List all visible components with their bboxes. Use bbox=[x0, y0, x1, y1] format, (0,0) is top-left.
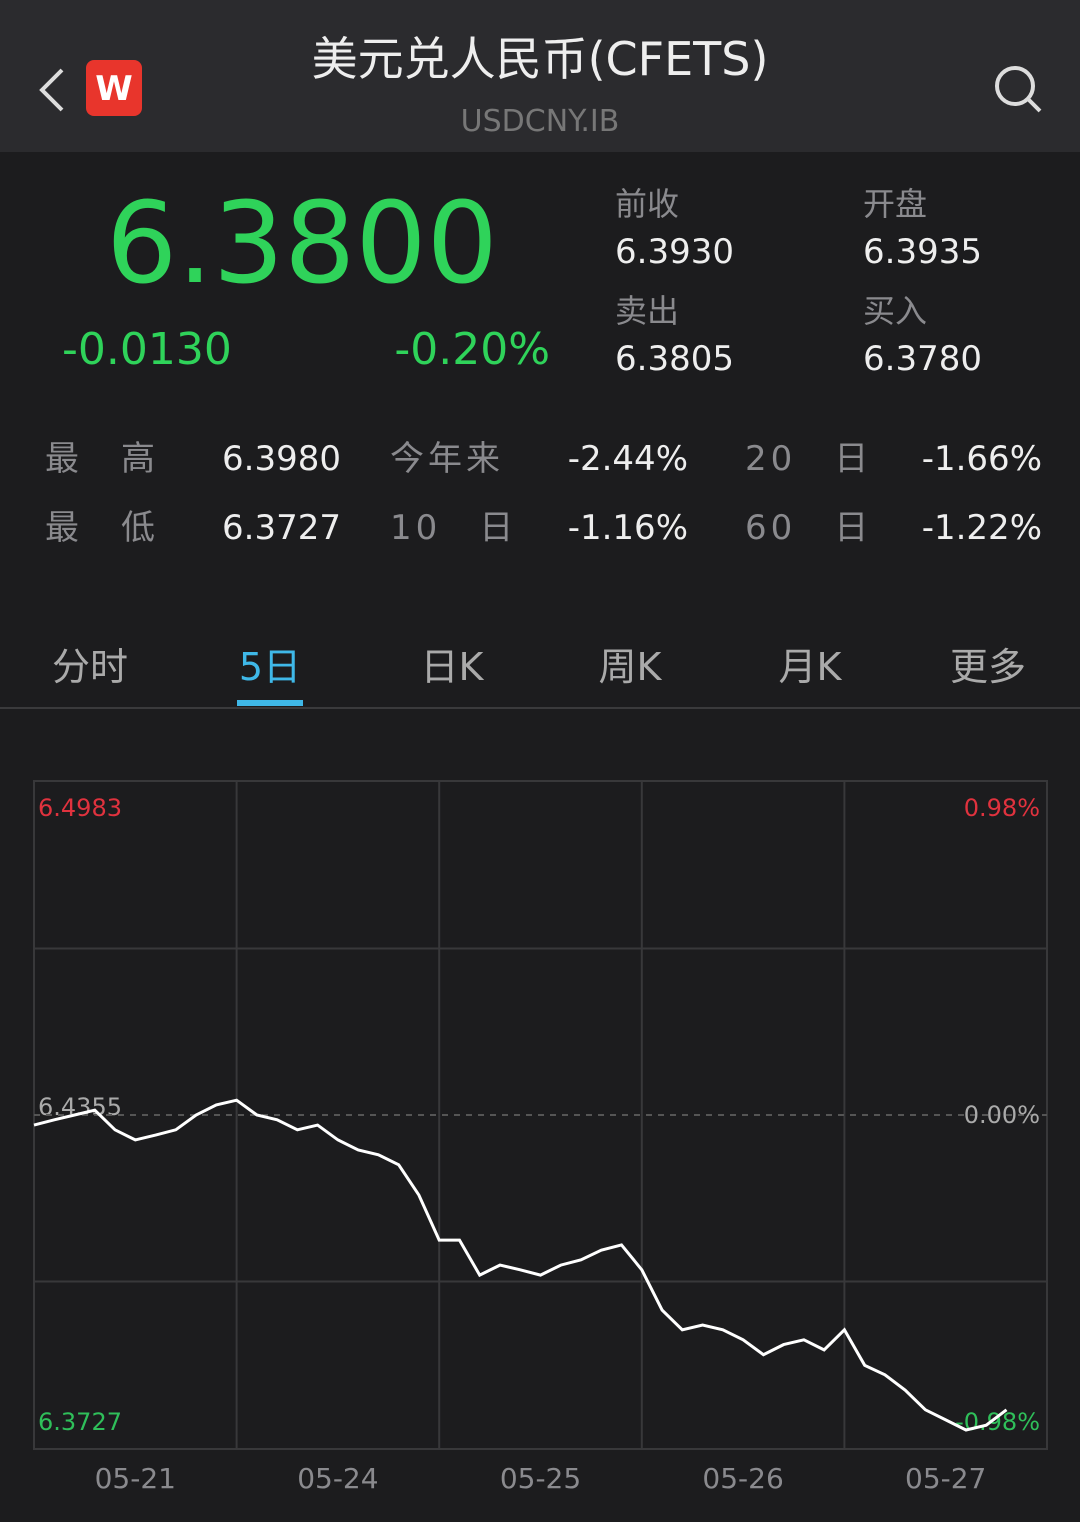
x-tick-label: 05-26 bbox=[702, 1462, 783, 1495]
stat-label: 最 低 bbox=[45, 508, 159, 548]
stat-label: 10 日 bbox=[390, 508, 517, 548]
side-value: 6.3930 bbox=[615, 232, 734, 272]
stat-value: 6.3980 bbox=[222, 439, 341, 479]
side-value: 6.3805 bbox=[615, 339, 734, 379]
stat-label: 今年来 bbox=[390, 439, 504, 479]
tab[interactable]: 更多 bbox=[950, 645, 1026, 689]
y2-tick-label: 0.00% bbox=[964, 1101, 1040, 1129]
stat-value: -1.22% bbox=[922, 508, 1042, 548]
stat-value: -2.44% bbox=[568, 439, 688, 479]
tab[interactable]: 月K bbox=[779, 645, 843, 689]
y-tick-label: 6.4355 bbox=[38, 1093, 122, 1121]
y-tick-label: 6.3727 bbox=[38, 1408, 122, 1436]
logo bbox=[86, 60, 142, 116]
side-label: 开盘 bbox=[863, 185, 927, 223]
change-pct: -0.20% bbox=[394, 324, 550, 375]
tab[interactable]: 5日 bbox=[239, 645, 301, 689]
price: 6.3800 bbox=[106, 179, 498, 309]
x-tick-label: 05-24 bbox=[297, 1462, 378, 1495]
tab[interactable]: 分时 bbox=[52, 645, 128, 689]
x-tick-label: 05-27 bbox=[905, 1462, 986, 1495]
side-value: 6.3935 bbox=[863, 232, 982, 272]
stat-value: -1.16% bbox=[568, 508, 688, 548]
y2-tick-label: -0.98% bbox=[955, 1408, 1040, 1436]
x-tick-label: 05-25 bbox=[500, 1462, 581, 1495]
search-handle bbox=[1026, 97, 1042, 113]
stat-value: 6.3727 bbox=[222, 508, 341, 548]
side-label: 前收 bbox=[615, 185, 679, 223]
stat-label: 最 高 bbox=[45, 439, 159, 479]
title: 美元兑人民币(CFETS) bbox=[312, 32, 769, 86]
header-bar bbox=[0, 0, 1080, 152]
stat-label: 60 日 bbox=[745, 508, 872, 548]
price-line bbox=[33, 1098, 1008, 1432]
y-tick-label: 6.4983 bbox=[38, 794, 122, 822]
tab[interactable]: 日K bbox=[421, 645, 485, 689]
side-label: 卖出 bbox=[615, 292, 679, 330]
back-button[interactable] bbox=[39, 68, 64, 112]
stat-label: 20 日 bbox=[745, 439, 872, 479]
change: -0.0130 bbox=[62, 324, 232, 375]
stat-value: -1.66% bbox=[922, 439, 1042, 479]
side-label: 买入 bbox=[863, 292, 927, 330]
search-button[interactable] bbox=[995, 66, 1035, 106]
code: USDCNY.IB bbox=[461, 104, 620, 139]
tab[interactable]: 周K bbox=[599, 645, 663, 689]
logo-text: W bbox=[95, 69, 133, 109]
x-tick-label: 05-21 bbox=[95, 1462, 176, 1495]
tab-underline bbox=[237, 700, 303, 706]
y2-tick-label: 0.98% bbox=[964, 794, 1040, 822]
side-value: 6.3780 bbox=[863, 339, 982, 379]
